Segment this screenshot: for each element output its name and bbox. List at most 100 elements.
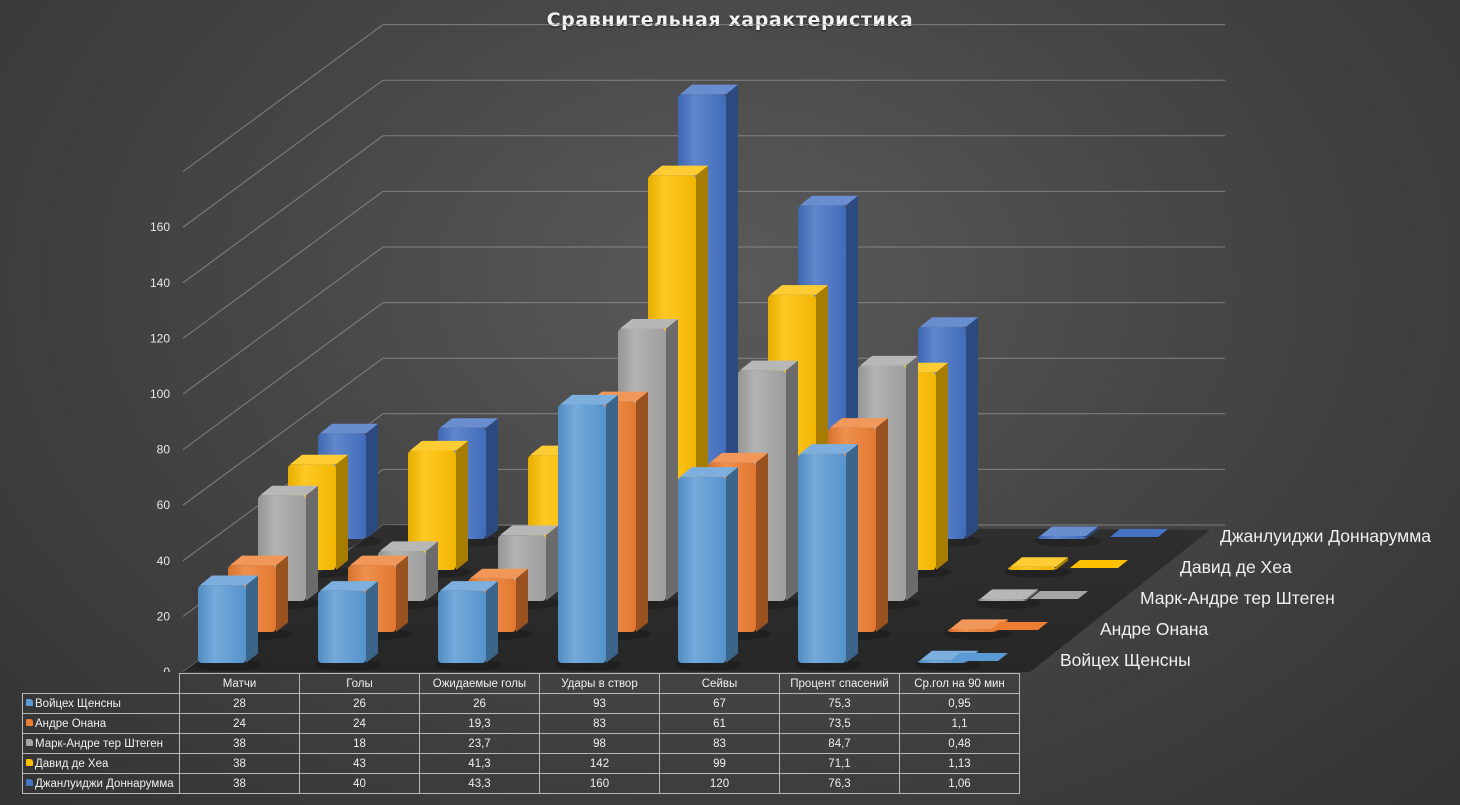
series-name: Андре Онана [35,717,107,730]
bar [974,589,1042,609]
table-corner [22,673,180,694]
series-floor-swatch [950,653,1008,661]
chart-title: Сравнительная характеристика [546,9,914,31]
table-cell: 142 [539,753,660,774]
legend-key-icon [26,778,33,786]
table-cell: 38 [179,753,300,774]
table-cell: 83 [539,713,660,734]
legend-key-icon [26,698,33,706]
gridline-side [182,24,384,173]
y-tick-label: 20 [157,609,171,623]
gridline-side [182,357,384,506]
table-cell: 71,1 [779,753,900,774]
table-cell: 76,3 [779,773,900,794]
bar [794,444,862,671]
table-row: Марк-Андре тер Штеген 38 18 23,7 98 83 84,7 0,4… [22,733,1020,754]
series-name: Джанлуиджи Доннарумма [35,777,174,790]
legend-key-icon [26,758,33,766]
table-cell: 24 [179,713,300,734]
series-axis-label: Андре Онана [1100,619,1209,639]
series-name: Давид де Хеа [35,757,109,770]
table-cell: 83 [659,733,780,754]
table-row-header: Давид де Хеа [22,753,180,774]
table-column-header: Процент спасений [779,673,900,694]
table-row: Давид де Хеа 38 43 41,3 142 99 71,1 1,13 [22,753,1020,774]
table-row: Джанлуиджи Доннарумма 38 40 43,3 160 120 76,3 1… [22,773,1020,794]
table-cell: 38 [179,733,300,754]
table-cell: 41,3 [419,753,540,774]
table-cell: 43,3 [419,773,540,794]
bar [1004,557,1072,578]
table-cell: 120 [659,773,780,794]
bar [1034,526,1102,547]
table-cell: 75,3 [779,693,900,714]
series-floor-swatch [1070,560,1128,568]
series-name: Войцех Щенсны [35,697,121,710]
table-row: Войцех Щенсны 28 26 26 93 67 75,3 0,95 [22,693,1020,714]
table-cell: 99 [659,753,780,774]
table-cell: 67 [659,693,780,714]
table-row-header: Джанлуиджи Доннарумма [22,773,180,794]
table-cell: 1,06 [899,773,1020,794]
table-column-header: Удары в створ [539,673,660,694]
table-cell: 0,48 [899,733,1020,754]
y-tick-label: 80 [157,443,171,457]
table-cell: 84,7 [779,733,900,754]
chart-plot-area: 0 20 40 60 80 100 120 140 160 Войцех Щенсны Андре … [150,24,1431,672]
table-cell: 93 [539,693,660,714]
table-column-header: Ср.гол на 90 мин [899,673,1020,694]
table-cell: 0,95 [899,693,1020,714]
legend-key-icon [26,718,33,726]
table-column-header: Ожидаемые голы [419,673,540,694]
data-table: Матчи Голы Ожидаемые голы Удары в створ Сейв… [22,673,1020,794]
table-cell: 18 [299,733,420,754]
table-cell: 61 [659,713,780,734]
y-tick-label: 160 [150,220,170,234]
gridline-side [182,135,384,284]
table-cell: 28 [179,693,300,714]
table-cell: 160 [539,773,660,794]
bar [434,581,502,671]
table-row: Андре Онана 24 24 19,3 83 61 73,5 1,1 [22,713,1020,734]
series-name: Марк-Андре тер Штеген [35,737,163,750]
y-tick-label: 100 [150,387,170,401]
table-header-row: Матчи Голы Ожидаемые голы Удары в створ Сейв… [22,673,1020,694]
table-column-header: Матчи [179,673,300,694]
table-cell: 24 [299,713,420,734]
bar [674,467,742,671]
table-row-header: Войцех Щенсны [22,693,180,714]
bar [554,394,622,671]
table-cell: 1,13 [899,753,1020,774]
gridline-side [182,246,384,395]
y-tick-label: 0 [163,665,170,672]
table-cell: 40 [299,773,420,794]
table-cell: 19,3 [419,713,540,734]
series-axis-label: Войцех Щенсны [1060,650,1191,670]
table-cell: 1,1 [899,713,1020,734]
table-cell: 73,5 [779,713,900,734]
table-cell: 38 [179,773,300,794]
table-cell: 43 [299,753,420,774]
gridline-side [182,302,384,451]
y-tick-label: 140 [150,276,170,290]
table-row-header: Андре Онана [22,713,180,734]
table-row-header: Марк-Андре тер Штеген [22,733,180,754]
gridline-side [182,79,384,228]
gridline-side [182,190,384,339]
series-axis-label: Марк-Андре тер Штеген [1140,588,1335,608]
series-axis-label: Давид де Хеа [1180,557,1292,577]
y-tick-label: 120 [150,331,170,345]
y-tick-label: 60 [157,498,171,512]
legend-key-icon [26,738,33,746]
table-column-header: Сейвы [659,673,780,694]
table-cell: 98 [539,733,660,754]
bar [314,581,382,671]
series-axis-labels: Войцех Щенсны Андре Онана Марк-Андре тер Ш… [950,526,1431,670]
table-cell: 26 [299,693,420,714]
table-cell: 26 [419,693,540,714]
series-floor-swatch [990,622,1048,630]
series-floor-swatch [1110,529,1168,537]
table-cell: 23,7 [419,733,540,754]
bar [194,575,262,671]
series-axis-label: Джанлуиджи Доннарумма [1220,526,1431,546]
